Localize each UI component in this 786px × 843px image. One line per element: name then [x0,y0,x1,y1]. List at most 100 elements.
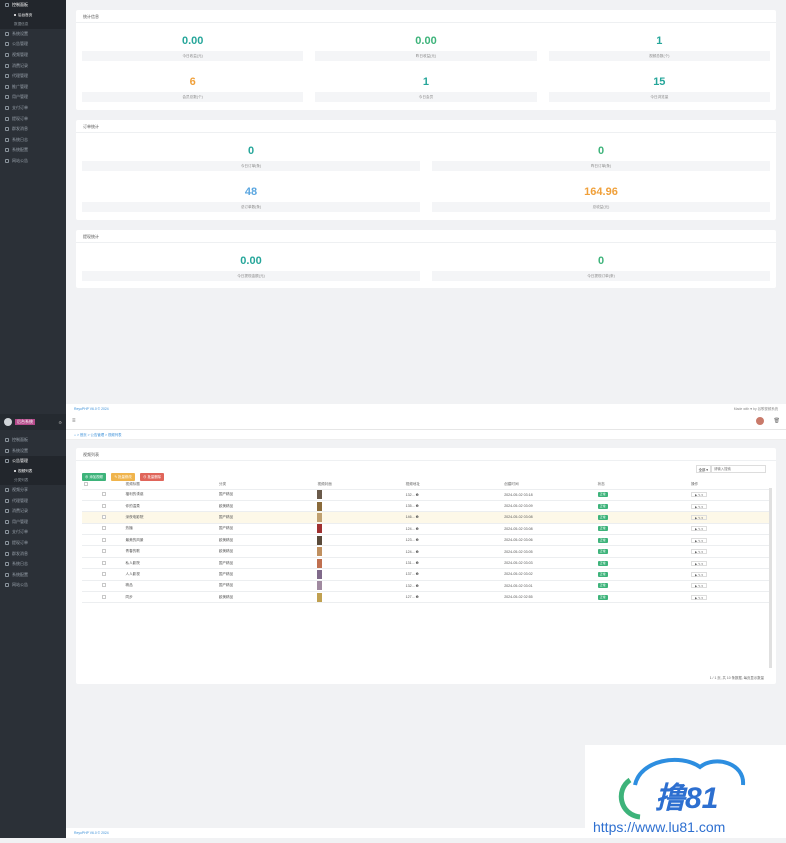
row-actions-button[interactable]: ▶ ✎ ▾ [690,492,707,498]
sidebar-item[interactable]: 提现订单 [0,113,66,124]
sidebar-item[interactable]: 支付订单 [0,103,66,114]
row-actions-button[interactable]: ▶ ✎ ▾ [690,526,707,532]
table-row[interactable]: 福利的诱惑 国产精品 132... ❶ 2024-05-02 03:18 正常 ▶ ✎ ▾ [82,489,772,501]
cover-thumbnail[interactable] [317,524,323,534]
row-actions-button[interactable]: ▶ ✎ ▾ [690,560,707,566]
sidebar-item[interactable]: 系统日志 [0,559,66,570]
checkbox[interactable] [102,594,106,599]
copy-icon[interactable]: ❶ [414,526,419,531]
sidebar-item[interactable]: 提现订单 [0,538,66,549]
sidebar-item[interactable]: 视频分享 [0,485,66,496]
sidebar-item[interactable]: 控制面板 [0,435,66,446]
sidebar-item[interactable]: 网站公告 [0,580,66,591]
checkbox[interactable] [102,503,106,508]
table-row[interactable]: 热播 国产精品 124... ❶ 2024-05-02 03:08 正常 ▶ ✎ ▾ [82,523,772,536]
sidebar-item-notice[interactable]: 公告管理 [0,456,66,467]
checkbox[interactable] [102,560,106,565]
copy-icon[interactable]: ❶ [414,538,419,543]
row-checkbox-cell[interactable] [82,534,124,547]
sidebar-item[interactable]: 用户管理 [0,517,66,528]
sidebar-item[interactable]: 公告管理 [0,39,66,50]
sidebar-item[interactable]: 用户管理 [0,92,66,103]
menu-toggle-icon[interactable]: ≡ [72,418,76,424]
row-checkbox-cell[interactable] [82,489,124,501]
row-actions-button[interactable]: ▶ ✎ ▾ [690,549,707,555]
copy-icon[interactable]: ❶ [414,504,419,509]
checkbox[interactable] [102,537,106,542]
status-badge[interactable]: 正常 [597,492,608,498]
search-input[interactable] [711,465,766,473]
copy-icon[interactable]: ❶ [414,492,419,497]
cover-thumbnail[interactable] [317,581,323,591]
copy-icon[interactable]: ❶ [414,549,419,554]
pagination[interactable]: 1 / 1 页, 共 10 条数据, 每页显示数量 [709,676,764,680]
row-checkbox-cell[interactable] [82,557,124,570]
row-checkbox-cell[interactable] [82,591,124,604]
table-row[interactable]: 同步 欧美精品 127... ❶ 2024-05-02 02:55 正常 ▶ ✎ ▾ [82,591,772,604]
batch-delete-button[interactable]: ⊖ 批量删除 [140,473,165,481]
sidebar-item[interactable]: 系统日志 [0,135,66,146]
table-row[interactable]: 深夜电影院 国产精品 146... ❶ 2024-05-02 03:08 正常 ▶ ✎ ▾ [82,511,772,524]
sidebar-item-dashboard[interactable]: 控制面板 [0,0,66,11]
trash-icon[interactable]: 🗑 [773,418,780,424]
status-badge[interactable]: 正常 [597,560,608,566]
row-actions-button[interactable]: ▶ ✎ ▾ [690,514,707,520]
sidebar-item[interactable]: 网站公告 [0,156,66,167]
copy-icon[interactable]: ❶ [414,561,419,566]
row-actions-button[interactable]: ▶ ✎ ▾ [690,503,707,509]
row-checkbox-cell[interactable] [82,500,124,513]
cover-thumbnail[interactable] [317,547,323,557]
table-row[interactable]: 人人影视 国产精品 137... ❶ 2024-05-02 03:02 正常 ▶ ✎ ▾ [82,568,772,581]
sidebar-subitem[interactable]: 分类列表 [0,475,66,485]
table-row[interactable]: 精品 国产精品 132... ❶ 2024-05-02 03:01 正常 ▶ ✎ ▾ [82,580,772,593]
search-select[interactable]: 全部 ▾ [695,465,711,473]
row-actions-button[interactable]: ▶ ✎ ▾ [690,594,707,600]
status-badge[interactable]: 正常 [597,594,608,600]
sidebar-item[interactable]: 视频管理 [0,50,66,61]
row-checkbox-cell[interactable] [82,545,124,558]
cover-thumbnail[interactable] [317,569,323,579]
cover-thumbnail[interactable] [317,592,323,602]
copy-icon[interactable]: ❶ [414,515,419,520]
sidebar-subitem[interactable]: 数据信息 [0,19,66,29]
copy-icon[interactable]: ❶ [414,595,419,600]
add-video-button[interactable]: ⊕ 添加视频 [82,473,106,481]
status-badge[interactable]: 正常 [597,514,608,520]
sidebar-item[interactable]: 代理管理 [0,71,66,82]
cover-thumbnail[interactable] [317,558,323,568]
copy-icon[interactable]: ❶ [414,583,419,588]
cover-thumbnail[interactable] [317,535,323,545]
sidebar-item[interactable]: 支付订单 [0,527,66,538]
sidebar-item[interactable]: 消费记录 [0,506,66,517]
checkbox[interactable] [102,571,106,576]
batch-edit-button[interactable]: ✎ 批量修改 [111,473,135,481]
sidebar-item[interactable]: 系统设置 [0,29,66,40]
row-checkbox-cell[interactable] [82,580,124,593]
checkbox[interactable] [102,583,106,588]
status-badge[interactable]: 正常 [597,583,608,589]
sidebar-item[interactable]: 群发消息 [0,124,66,135]
row-checkbox-cell[interactable] [82,568,124,581]
checkbox[interactable] [102,549,106,554]
sidebar-item[interactable]: 消费记录 [0,60,66,71]
table-row[interactable]: 你的温柔 欧美精品 135... ❶ 2024-05-02 03:09 正常 ▶ ✎ ▾ [82,500,772,513]
user-avatar[interactable] [756,417,764,425]
status-badge[interactable]: 正常 [597,537,608,543]
row-actions-button[interactable]: ▶ ✎ ▾ [690,571,707,577]
row-actions-button[interactable]: ▶ ✎ ▾ [690,537,707,543]
row-checkbox-cell[interactable] [82,511,124,524]
checkbox[interactable] [102,492,106,497]
checkbox[interactable] [84,481,88,486]
checkbox[interactable] [102,526,106,531]
copy-icon[interactable]: ❶ [414,572,419,577]
sidebar-item[interactable]: 推广管理 [0,82,66,93]
status-badge[interactable]: 正常 [597,549,608,555]
cover-thumbnail[interactable] [317,501,323,511]
sidebar-item[interactable]: 系统配置 [0,145,66,156]
sidebar-item[interactable]: 群发消息 [0,548,66,559]
breadcrumb[interactable]: ⌂ > 首页 > 公告管理 > 视频列表 [66,430,786,440]
row-checkbox-cell[interactable] [82,523,124,536]
status-badge[interactable]: 正常 [597,503,608,509]
cover-thumbnail[interactable] [317,490,323,500]
table-row[interactable]: 最美的风景 欧美精品 123... ❶ 2024-05-02 03:06 正常 ▶ ✎ ▾ [82,534,772,547]
